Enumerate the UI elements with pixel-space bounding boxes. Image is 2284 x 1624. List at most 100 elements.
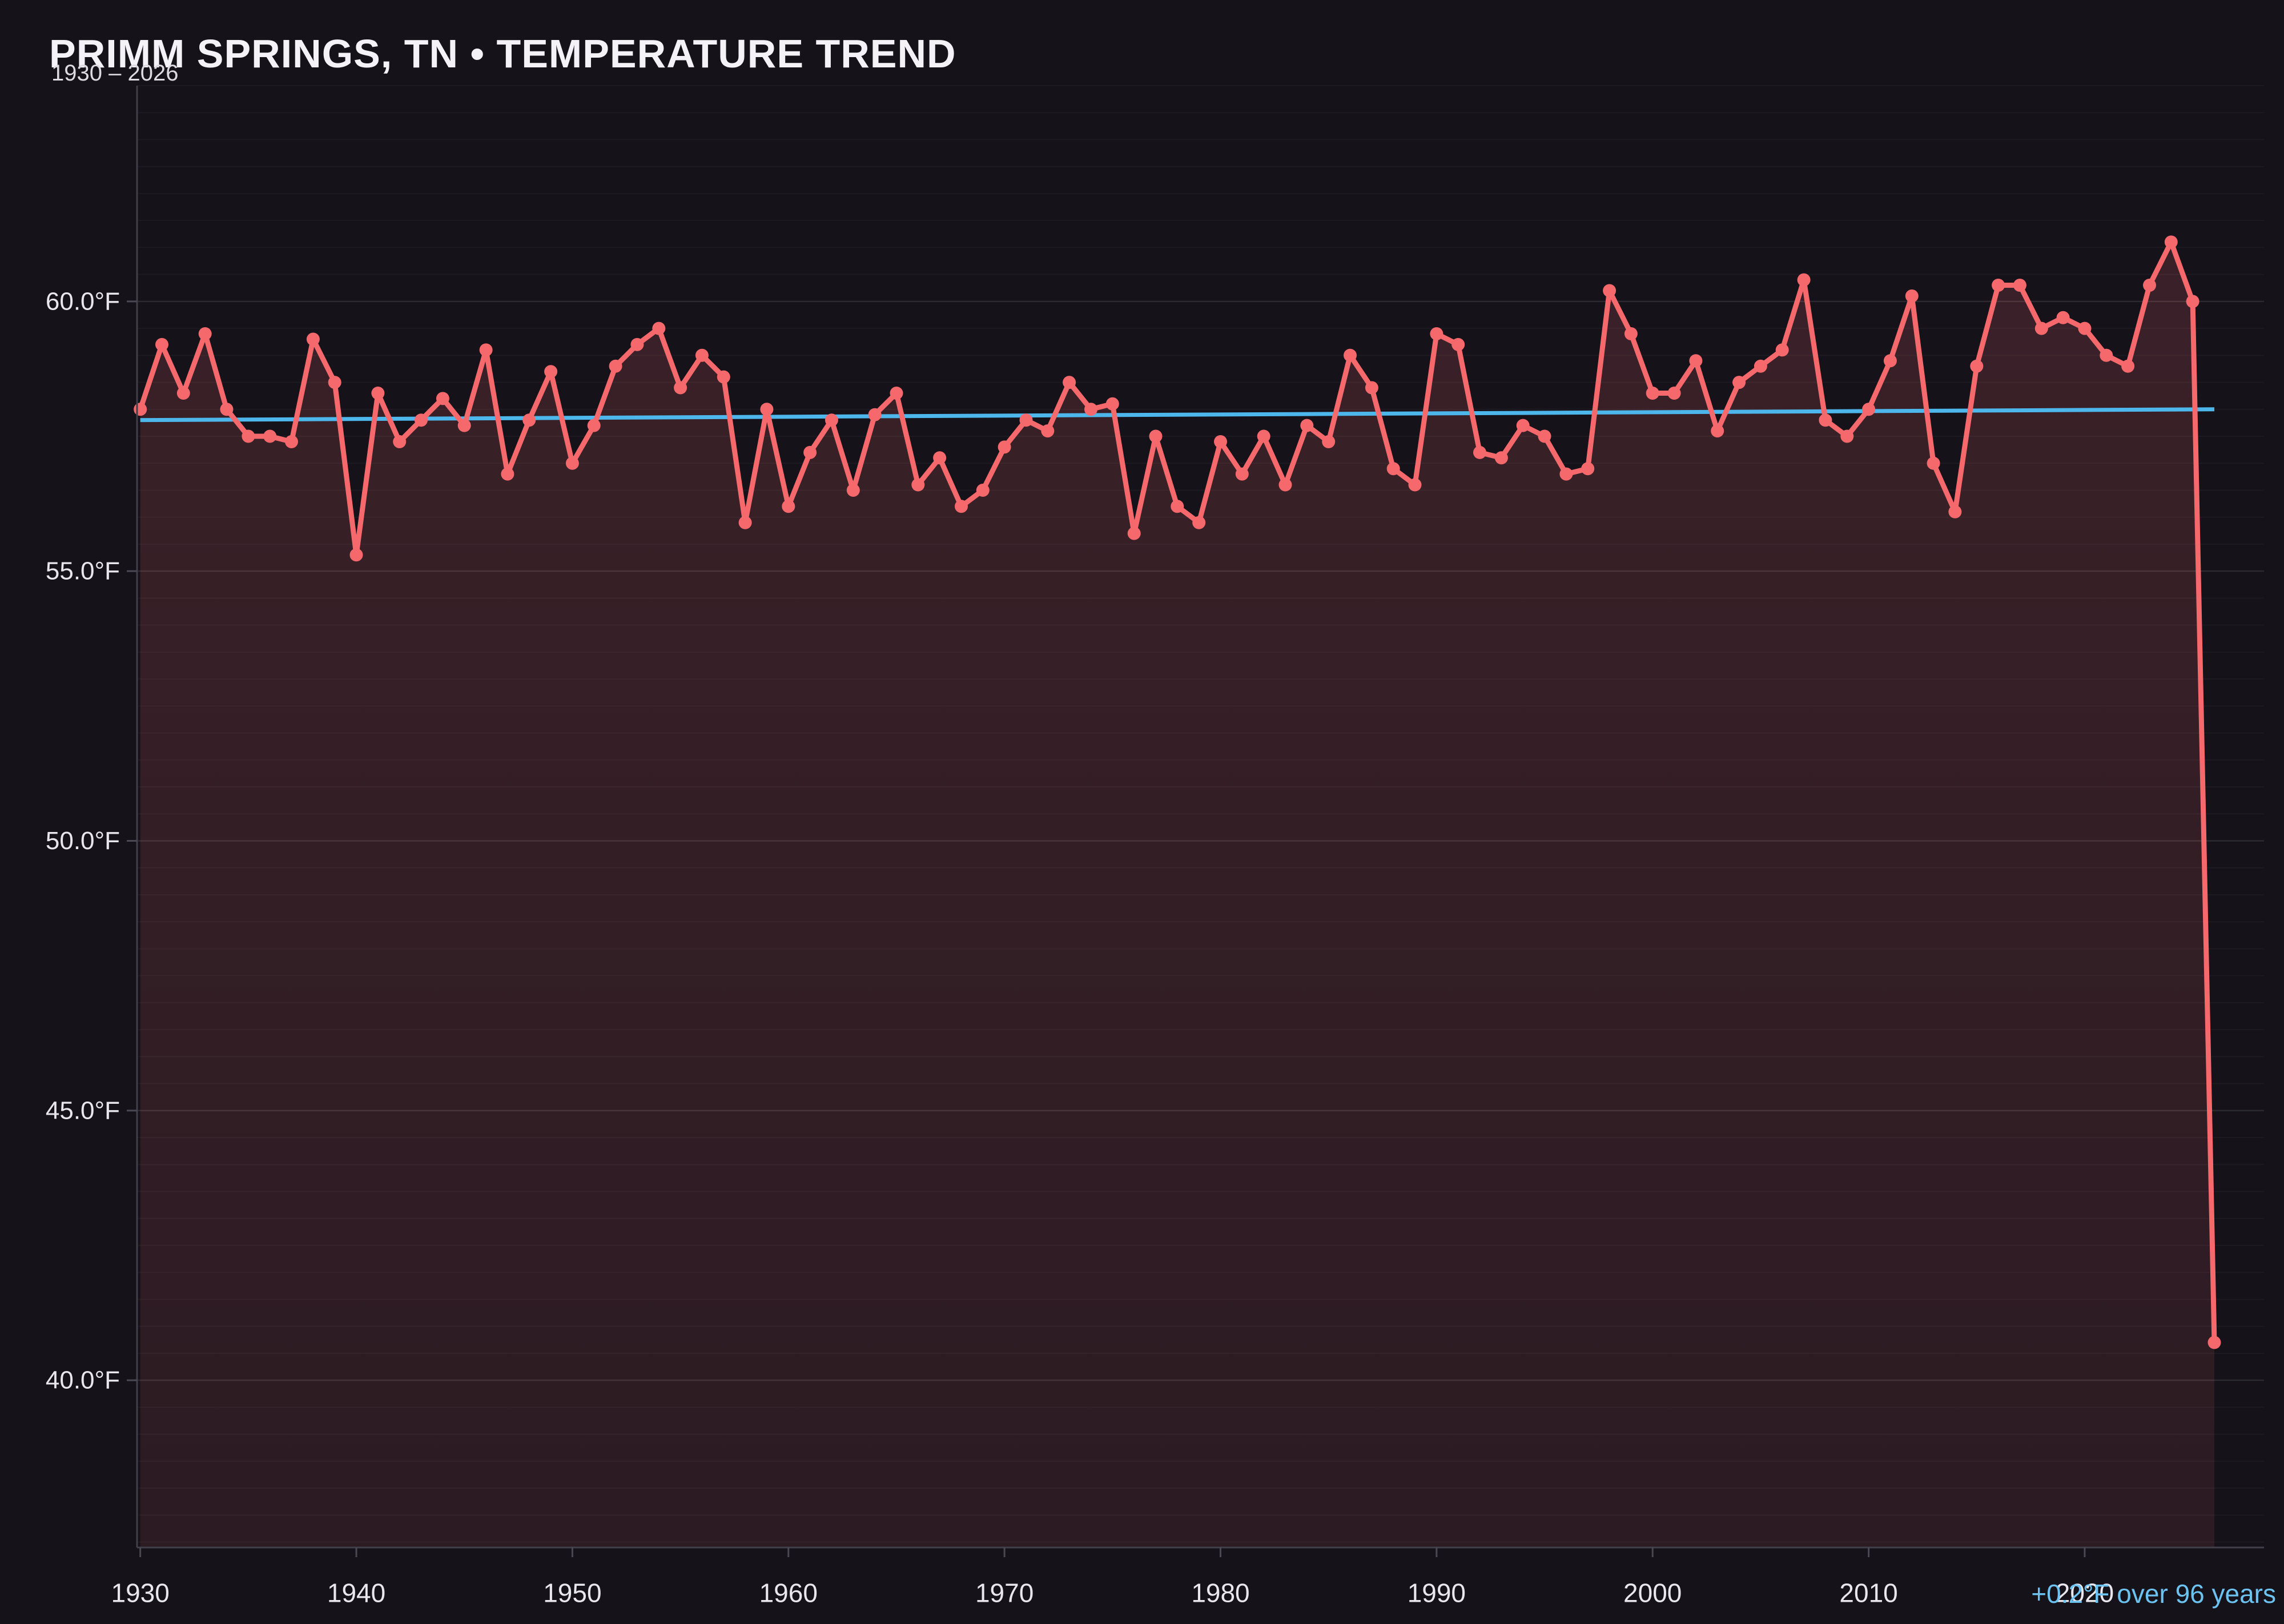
data-point-1938 bbox=[306, 332, 320, 346]
data-point-2000 bbox=[1646, 387, 1659, 400]
data-point-1934 bbox=[220, 403, 234, 416]
data-point-2003 bbox=[1711, 424, 1724, 438]
data-point-1942 bbox=[393, 435, 407, 448]
data-point-2005 bbox=[1754, 359, 1767, 373]
y-axis-label: 50.0°F bbox=[46, 827, 120, 855]
data-point-2008 bbox=[1819, 413, 1832, 427]
data-point-1940 bbox=[349, 548, 363, 562]
data-point-2015 bbox=[1970, 359, 1984, 373]
data-point-2023 bbox=[2143, 279, 2156, 292]
x-axis-label: 1970 bbox=[975, 1578, 1034, 1608]
data-point-1988 bbox=[1386, 462, 1400, 476]
data-point-2022 bbox=[2121, 359, 2135, 373]
data-point-1998 bbox=[1603, 284, 1617, 298]
data-point-1970 bbox=[998, 440, 1011, 454]
data-point-1983 bbox=[1278, 478, 1292, 492]
data-point-1953 bbox=[630, 337, 644, 351]
x-axis-label: 1940 bbox=[327, 1578, 385, 1608]
data-point-1933 bbox=[198, 327, 212, 340]
data-point-2014 bbox=[1948, 505, 1962, 518]
data-point-1959 bbox=[760, 403, 774, 416]
data-point-1986 bbox=[1344, 348, 1357, 362]
data-point-1976 bbox=[1127, 526, 1141, 540]
data-point-1985 bbox=[1322, 435, 1336, 448]
data-point-1987 bbox=[1365, 381, 1378, 395]
data-point-2011 bbox=[1883, 354, 1897, 368]
data-point-1943 bbox=[415, 413, 428, 427]
data-point-2001 bbox=[1667, 387, 1681, 400]
x-axis-label: 2010 bbox=[1839, 1578, 1897, 1608]
data-point-1961 bbox=[803, 445, 817, 459]
data-point-1930 bbox=[134, 403, 147, 416]
data-point-1996 bbox=[1559, 467, 1573, 481]
x-axis-label: 1930 bbox=[111, 1578, 170, 1608]
data-point-1945 bbox=[457, 419, 471, 432]
page-title: PRIMM SPRINGS, TN • TEMPERATURE TREND bbox=[49, 31, 956, 76]
data-point-1990 bbox=[1430, 327, 1443, 340]
data-point-1993 bbox=[1494, 451, 1508, 465]
data-point-1981 bbox=[1235, 467, 1249, 481]
x-axis-label: 1950 bbox=[543, 1578, 601, 1608]
data-point-1977 bbox=[1149, 429, 1163, 443]
data-point-2021 bbox=[2100, 348, 2113, 362]
trend-annotation: +0.2°F over 96 years bbox=[2031, 1579, 2276, 1609]
data-point-1969 bbox=[976, 484, 990, 497]
data-point-1951 bbox=[587, 419, 601, 432]
data-point-2016 bbox=[1992, 279, 2005, 292]
data-point-2006 bbox=[1775, 343, 1789, 357]
data-point-1992 bbox=[1473, 445, 1486, 459]
data-point-1965 bbox=[890, 387, 903, 400]
data-point-1932 bbox=[176, 387, 190, 400]
data-point-1957 bbox=[717, 370, 730, 384]
data-point-1973 bbox=[1063, 376, 1076, 389]
x-axis-label: 1980 bbox=[1191, 1578, 1249, 1608]
data-point-1964 bbox=[868, 408, 882, 421]
x-axis-label: 2020 bbox=[2056, 1578, 2114, 1608]
data-point-1989 bbox=[1408, 478, 1422, 492]
data-point-1941 bbox=[371, 387, 385, 400]
data-point-1975 bbox=[1105, 397, 1119, 411]
data-point-1948 bbox=[522, 413, 536, 427]
data-point-1937 bbox=[285, 435, 298, 448]
data-point-1954 bbox=[652, 321, 666, 335]
data-point-1974 bbox=[1084, 403, 1097, 416]
data-point-1978 bbox=[1171, 500, 1184, 513]
data-point-1972 bbox=[1041, 424, 1055, 438]
page-subtitle: 1930 – 2026 bbox=[51, 61, 179, 86]
data-point-2020 bbox=[2078, 321, 2092, 335]
data-point-2009 bbox=[1840, 429, 1854, 443]
data-point-1949 bbox=[544, 365, 558, 379]
data-point-1944 bbox=[436, 392, 449, 405]
data-point-1958 bbox=[738, 516, 752, 529]
data-point-1997 bbox=[1581, 462, 1595, 476]
data-point-1950 bbox=[565, 456, 579, 470]
temperature-area-fill bbox=[140, 242, 2215, 1548]
x-axis-label: 1960 bbox=[759, 1578, 818, 1608]
data-point-1991 bbox=[1451, 337, 1465, 351]
y-axis-label: 60.0°F bbox=[46, 287, 120, 315]
data-point-2025 bbox=[2186, 295, 2199, 308]
data-point-2024 bbox=[2164, 235, 2178, 249]
data-point-1947 bbox=[501, 467, 514, 481]
data-point-1971 bbox=[1019, 413, 1033, 427]
data-point-1999 bbox=[1624, 327, 1638, 340]
data-point-1956 bbox=[695, 348, 709, 362]
data-point-2019 bbox=[2056, 311, 2070, 324]
data-point-1952 bbox=[609, 359, 622, 373]
data-point-1936 bbox=[263, 429, 277, 443]
data-point-2026 bbox=[2207, 1336, 2221, 1349]
x-axis-label: 1990 bbox=[1408, 1578, 1466, 1608]
data-point-1963 bbox=[846, 484, 860, 497]
data-point-1967 bbox=[933, 451, 947, 465]
data-point-1980 bbox=[1214, 435, 1227, 448]
data-point-2002 bbox=[1689, 354, 1703, 368]
data-point-1966 bbox=[911, 478, 925, 492]
data-point-1939 bbox=[328, 376, 341, 389]
y-axis-label: 40.0°F bbox=[46, 1366, 120, 1394]
data-point-1946 bbox=[479, 343, 493, 357]
data-point-1984 bbox=[1300, 419, 1314, 432]
data-point-1968 bbox=[955, 500, 968, 513]
data-point-2013 bbox=[1927, 456, 1940, 470]
